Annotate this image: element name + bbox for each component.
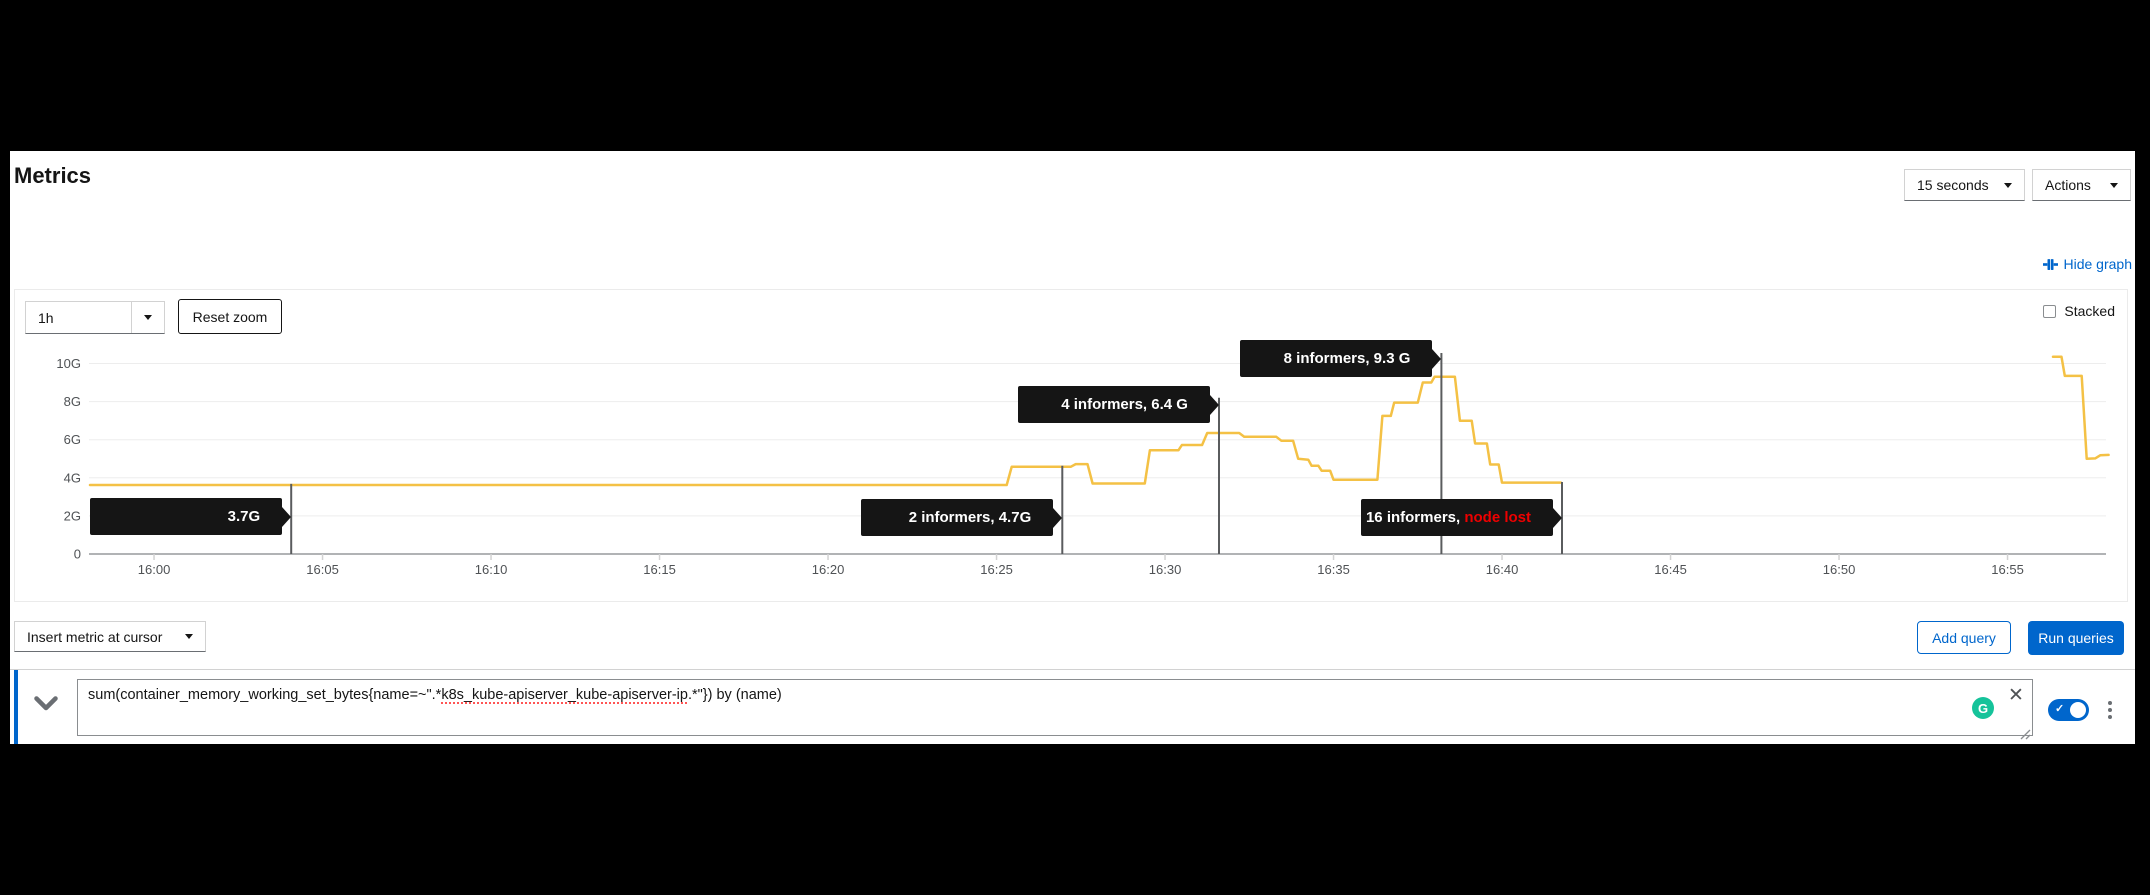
expression-text-spellchecked: k8s_kube-apiserver_kube-apiserver-ip <box>441 687 688 703</box>
x-axis-tick-label: 16:05 <box>306 562 339 577</box>
actions-select[interactable]: Actions <box>2032 169 2131 201</box>
x-axis-tick-label: 16:50 <box>1823 562 1856 577</box>
x-axis-tick-label: 16:45 <box>1654 562 1687 577</box>
hide-graph-link[interactable]: Hide graph <box>2042 254 2133 274</box>
page-title: Metrics <box>14 163 92 188</box>
add-query-label: Add query <box>1932 629 1996 646</box>
insert-metric-label: Insert metric at cursor <box>27 628 163 645</box>
textarea-resize-handle[interactable] <box>2020 727 2031 745</box>
hide-graph-label: Hide graph <box>2063 256 2133 272</box>
check-icon: ✓ <box>2055 703 2065 715</box>
compress-icon <box>2042 257 2058 272</box>
query-expression-input[interactable]: sum(container_memory_working_set_bytes{n… <box>77 679 2033 736</box>
query-section-divider <box>10 669 2135 670</box>
reset-zoom-label: Reset zoom <box>192 308 268 325</box>
series-line <box>88 375 1563 487</box>
x-axis-tick-label: 16:10 <box>475 562 508 577</box>
y-axis-tick-label: 6G <box>64 432 81 447</box>
y-axis-tick-label: 8G <box>64 394 81 409</box>
metrics-page: Metrics 15 seconds Actions Hide gr <box>10 151 2135 744</box>
run-queries-label: Run queries <box>2038 630 2114 646</box>
y-axis-tick-label: 4G <box>64 470 81 485</box>
time-range-value: 1h <box>38 309 54 326</box>
time-range-select[interactable]: 1h <box>25 301 165 334</box>
expression-text: .*"}) by (name) <box>687 687 782 703</box>
x-axis-tick-label: 16:30 <box>1149 562 1182 577</box>
select-divider <box>131 302 132 333</box>
x-axis-tick-label: 16:15 <box>643 562 676 577</box>
add-query-button[interactable]: Add query <box>1917 621 2011 654</box>
refresh-interval-value: 15 seconds <box>1917 177 1989 193</box>
caret-down-icon <box>144 315 152 320</box>
y-axis-tick-label: 0 <box>74 547 81 562</box>
caret-down-icon <box>2110 182 2118 188</box>
query-kebab-menu[interactable] <box>2102 699 2118 721</box>
caret-down-icon <box>185 634 193 639</box>
graph-panel: 0 2G 4G 6G 8G 10G 16:00 16:05 16:10 16:15 16:20 16:… <box>14 289 2128 602</box>
chart-plot-area[interactable]: 0 2G 4G 6G 8G 10G 16:00 16:05 16:10 16:15 16:20 16:… <box>15 290 2129 603</box>
refresh-interval-select[interactable]: 15 seconds <box>1904 169 2025 201</box>
clear-query-button[interactable]: ✕ <box>2008 685 2024 706</box>
reset-zoom-button[interactable]: Reset zoom <box>178 299 282 334</box>
stacked-label: Stacked <box>2064 303 2115 319</box>
query-enabled-toggle[interactable]: ✓ <box>2048 699 2089 721</box>
y-axis-tick-label: 10G <box>56 356 81 371</box>
chevron-down-icon <box>34 696 58 711</box>
x-axis-tick-label: 16:25 <box>980 562 1013 577</box>
actions-select-label: Actions <box>2045 177 2091 193</box>
y-axis-tick-label: 2G <box>64 508 81 523</box>
stacked-option: Stacked <box>2043 303 2115 319</box>
toggle-knob <box>2070 702 2086 718</box>
expression-text: sum(container_memory_working_set_bytes{n… <box>88 687 442 703</box>
run-queries-button[interactable]: Run queries <box>2028 621 2124 655</box>
x-axis-tick-label: 16:20 <box>812 562 845 577</box>
x-axis-tick-label: 16:00 <box>138 562 171 577</box>
caret-down-icon <box>2004 182 2012 188</box>
insert-metric-select[interactable]: Insert metric at cursor <box>14 621 206 652</box>
x-axis-tick-label: 16:35 <box>1317 562 1350 577</box>
series-line <box>2051 355 2110 461</box>
x-axis-tick-label: 16:55 <box>1991 562 2024 577</box>
query-row-focus-bar <box>14 670 18 744</box>
grammarly-icon[interactable]: G <box>1972 697 1994 719</box>
x-axis-tick-label: 16:40 <box>1486 562 1519 577</box>
query-row-expand-button[interactable] <box>34 696 58 716</box>
stacked-checkbox[interactable] <box>2043 304 2057 318</box>
